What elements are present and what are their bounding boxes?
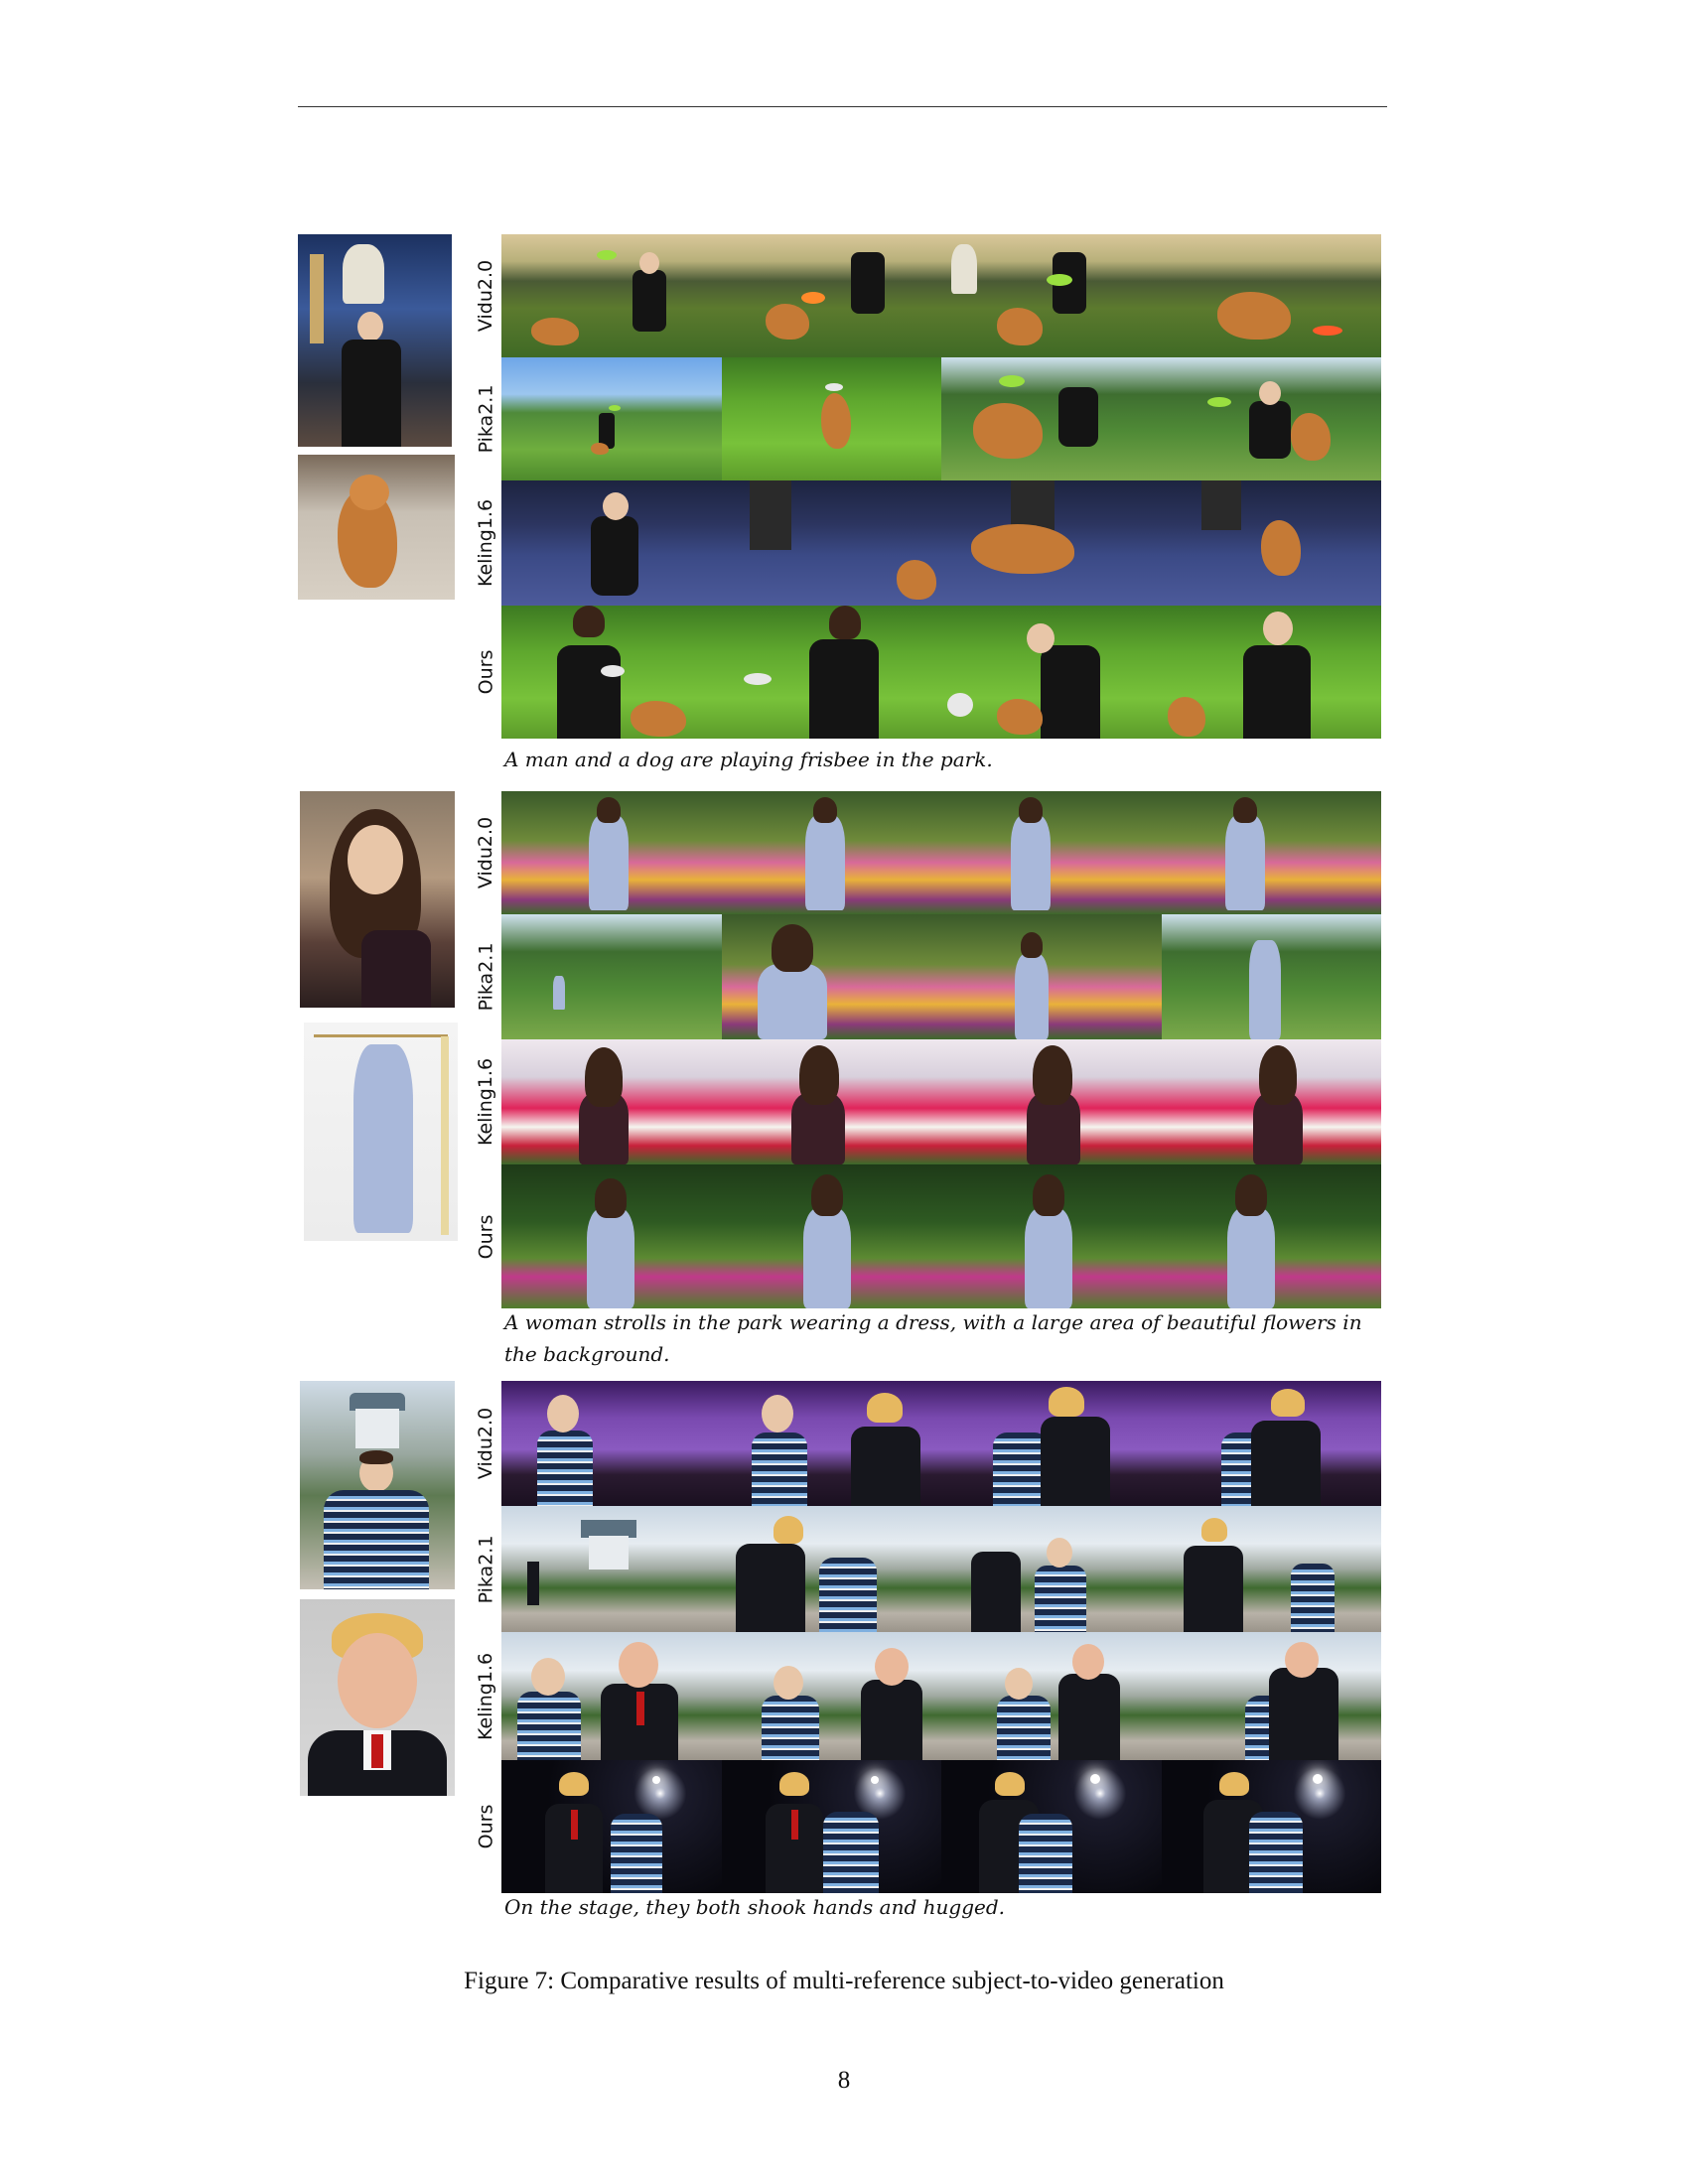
video-frame	[941, 1381, 1162, 1506]
video-frame	[1161, 234, 1381, 357]
dog-head	[350, 475, 389, 510]
video-frame	[941, 357, 1162, 480]
video-frame	[721, 1506, 941, 1632]
video-frame	[721, 234, 941, 357]
video-frame	[721, 480, 941, 606]
reference-image-woman	[300, 791, 455, 1008]
video-frame	[501, 606, 722, 739]
video-frame	[1161, 1760, 1381, 1893]
video-frame	[941, 234, 1162, 357]
video-frame	[721, 357, 941, 480]
video-frame	[1161, 480, 1381, 606]
video-frame	[721, 606, 941, 739]
video-frame	[941, 914, 1162, 1039]
video-frame	[1161, 914, 1381, 1039]
frame-row-pika	[501, 357, 1381, 480]
video-frame	[941, 791, 1162, 914]
video-frame	[1161, 1039, 1381, 1164]
frame-row-keling	[501, 1039, 1381, 1164]
video-frame	[501, 1632, 722, 1760]
video-frame	[1161, 1632, 1381, 1760]
video-frame	[941, 1039, 1162, 1164]
reference-image-man	[298, 234, 452, 447]
subfigure-caption: On the stage, they both shook hands and …	[504, 1895, 1005, 1919]
reference-image-man-suit	[300, 1599, 455, 1796]
row-label: Ours	[475, 1214, 496, 1259]
video-frame	[501, 1164, 722, 1308]
frame-row-pika	[501, 1506, 1381, 1632]
video-frame	[941, 1760, 1162, 1893]
person-shirt	[342, 340, 401, 447]
video-frame	[721, 914, 941, 1039]
frame-row-keling	[501, 480, 1381, 606]
frame-row-vidu	[501, 791, 1381, 914]
video-frame	[721, 1760, 941, 1893]
figure-caption: Figure 7: Comparative results of multi-r…	[464, 1968, 1224, 1994]
video-frame	[721, 1632, 941, 1760]
frame-row-keling	[501, 1632, 1381, 1760]
video-frame	[501, 914, 722, 1039]
reference-image-man-striped	[300, 1381, 455, 1589]
video-frame	[501, 1039, 722, 1164]
row-label: Keling1.6	[475, 1652, 496, 1740]
subfigure-caption: A woman strolls in the park wearing a dr…	[504, 1310, 1362, 1366]
video-frame	[941, 1632, 1162, 1760]
row-label: Vidu2.0	[475, 259, 496, 333]
frame-row-pika	[501, 914, 1381, 1039]
video-frame	[1161, 791, 1381, 914]
row-label: Vidu2.0	[475, 816, 496, 889]
reference-image-dress	[304, 1023, 458, 1241]
row-label: Pika2.1	[475, 384, 497, 454]
video-frame	[501, 1760, 722, 1893]
video-frame	[1161, 1506, 1381, 1632]
row-label: Ours	[475, 649, 496, 695]
tower-icon	[310, 254, 324, 343]
row-label: Ours	[475, 1804, 496, 1849]
video-frame	[501, 480, 722, 606]
frame-row-ours	[501, 1164, 1381, 1308]
video-frame	[1161, 1164, 1381, 1308]
video-frame	[721, 1381, 941, 1506]
video-frame	[1161, 1381, 1381, 1506]
frame-row-vidu	[501, 1381, 1381, 1506]
video-frame	[721, 791, 941, 914]
merlion-statue	[343, 244, 384, 304]
video-frame	[501, 357, 722, 480]
video-frame	[501, 1506, 722, 1632]
person-head	[357, 312, 383, 341]
reference-image-dog	[298, 455, 455, 600]
video-frame	[721, 1164, 941, 1308]
video-frame	[721, 1039, 941, 1164]
page-number: 8	[837, 2067, 851, 2094]
row-label: Keling1.6	[475, 1057, 496, 1147]
video-frame	[1161, 606, 1381, 739]
video-frame	[941, 1506, 1162, 1632]
header-rule	[298, 106, 1387, 107]
frame-row-ours	[501, 606, 1381, 739]
frame-row-ours	[501, 1760, 1381, 1893]
video-frame	[1161, 357, 1381, 480]
video-frame	[501, 234, 722, 357]
row-label: Pika2.1	[475, 942, 497, 1012]
row-label: Pika2.1	[475, 1535, 497, 1603]
row-label: Keling1.6	[475, 498, 496, 588]
subfigure-caption: A man and a dog are playing frisbee in t…	[504, 748, 993, 771]
video-frame	[941, 606, 1162, 739]
video-frame	[501, 791, 722, 914]
row-label: Vidu2.0	[475, 1407, 496, 1480]
video-frame	[941, 480, 1162, 606]
video-frame	[941, 1164, 1162, 1308]
video-frame	[501, 1381, 722, 1506]
frame-row-vidu	[501, 234, 1381, 357]
